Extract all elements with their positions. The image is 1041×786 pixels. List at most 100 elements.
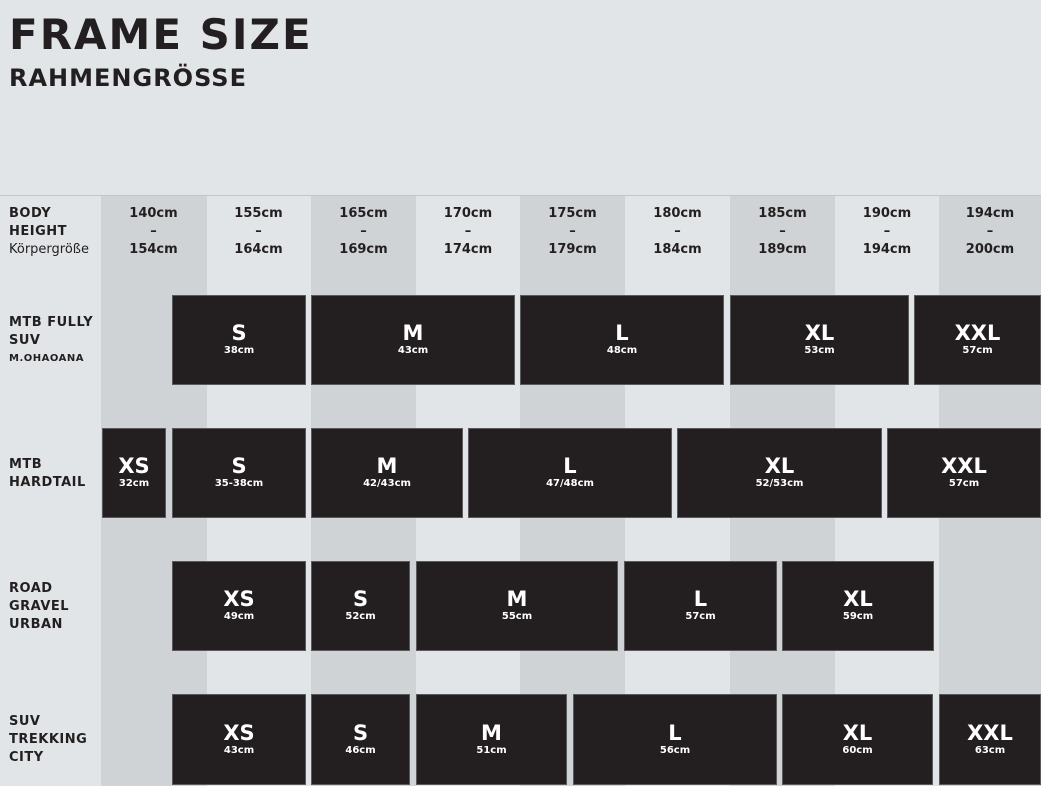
height-range-text: 180cm [653, 206, 702, 221]
size-label: L [693, 587, 708, 611]
height-range-text: – [779, 224, 786, 239]
height-range-text: 174cm [443, 242, 493, 257]
frame-length: 38cm [223, 345, 255, 356]
height-range-text: 185cm [758, 206, 807, 221]
height-range-text: 200cm [965, 242, 1015, 257]
row-label-suv: SUV TREKKING CITY [9, 713, 87, 767]
size-label: S [231, 454, 247, 478]
frame-size-block: L 56cm [573, 694, 777, 785]
height-range-cell: 170cm – 174cm [416, 205, 520, 259]
height-range-text: – [255, 224, 262, 239]
height-range-text: 194cm [862, 242, 912, 257]
size-label: L [615, 321, 629, 345]
frame-size-block: XL 60cm [782, 694, 933, 785]
label-line: HARDTAIL [9, 475, 86, 490]
frame-size-block: M 43cm [311, 295, 515, 385]
body-height-label: BODY HEIGHT Körpergröße [9, 205, 89, 259]
frame-size-block: XL 53cm [730, 295, 909, 385]
frame-length: 60cm [842, 744, 873, 756]
label-line: ROAD [9, 581, 53, 596]
label-line: GRAVEL [9, 599, 70, 614]
height-range-cell: 180cm – 184cm [625, 205, 730, 259]
label-line: TREKKING [9, 732, 88, 747]
frame-size-block: S 46cm [311, 694, 410, 785]
frame-length: 57cm [685, 611, 716, 622]
size-label: XS [223, 587, 255, 611]
size-label: XXL [967, 720, 1013, 745]
frame-length: 52cm [345, 611, 376, 622]
page-title: FRAME SIZE [9, 10, 313, 59]
height-range-text: 175cm [548, 206, 597, 221]
height-range-text: 190cm [862, 206, 912, 221]
label-line: SUV [9, 714, 41, 729]
height-range-text: 179cm [548, 242, 597, 257]
frame-size-block: L 48cm [520, 295, 724, 385]
row-label-mtb-fully: MTB FULLY SUV M.OHAOANA [9, 314, 93, 368]
height-range-text: 169cm [339, 242, 388, 257]
size-label: XL [764, 454, 795, 478]
size-label: XL [842, 720, 873, 745]
frame-length: 52/53cm [755, 478, 804, 489]
frame-size-block: XXL 57cm [914, 295, 1041, 385]
size-label: XS [223, 720, 255, 745]
height-range-cell: 175cm – 179cm [520, 205, 625, 259]
frame-length: 47/48cm [546, 478, 594, 489]
height-range-text: – [986, 224, 994, 239]
height-range-text: – [150, 224, 157, 239]
frame-length: 59cm [842, 611, 874, 622]
height-range-text: – [464, 224, 472, 239]
size-label: XXL [954, 321, 1001, 345]
divider [0, 195, 1041, 196]
height-range-cell: 190cm – 194cm [835, 205, 939, 259]
frame-size-block: XS 43cm [172, 694, 306, 785]
height-range-cell: 165cm – 169cm [311, 205, 416, 259]
height-range-text: 154cm [129, 242, 178, 257]
frame-size-block: XL 52/53cm [677, 428, 882, 518]
frame-length: 46cm [345, 744, 376, 756]
frame-size-block: L 57cm [624, 561, 777, 651]
height-range-text: – [360, 224, 367, 239]
size-label: S [352, 587, 369, 611]
frame-length: 53cm [804, 345, 835, 356]
frame-length: 57cm [962, 345, 993, 356]
label-line: SUV [9, 333, 41, 348]
frame-length: 43cm [223, 744, 255, 756]
height-range-text: – [883, 224, 891, 239]
frame-length: 48cm [606, 345, 638, 356]
size-label: L [668, 720, 682, 745]
frame-length: 35-38cm [214, 478, 264, 489]
height-range-cell: 155cm – 164cm [206, 205, 311, 259]
row-label-mtb-hardtail: MTB HARDTAIL [9, 456, 86, 492]
frame-length: 57cm [948, 478, 980, 489]
height-range-text: – [674, 224, 681, 239]
label-line: MTB FULLY [9, 315, 94, 330]
size-label: XXL [941, 454, 987, 478]
row-label-road: ROAD GRAVEL URBAN [9, 580, 69, 634]
label-line: HEIGHT [9, 224, 68, 239]
frame-size-block: S 52cm [311, 561, 410, 651]
size-label: M [481, 720, 502, 745]
height-range-text: 194cm [965, 206, 1015, 221]
height-range-text: 164cm [234, 242, 283, 257]
frame-size-block: M 55cm [416, 561, 618, 651]
frame-size-block: S 35-38cm [172, 428, 306, 518]
label-line: BODY [9, 206, 52, 221]
frame-length: 63cm [974, 744, 1006, 756]
height-range-text: 189cm [758, 242, 807, 257]
frame-size-block: S 38cm [172, 295, 306, 385]
frame-size-block: XS 49cm [172, 561, 306, 651]
page-subtitle: RAHMENGRÖSSE [9, 64, 247, 92]
frame-size-block: XXL 57cm [887, 428, 1041, 518]
size-label: M [402, 321, 424, 345]
size-label: M [376, 454, 398, 478]
height-range-text: 184cm [653, 242, 702, 257]
label-sub: M.OHAOANA [9, 353, 84, 364]
frame-length: 43cm [397, 345, 429, 356]
size-label: XL [843, 587, 873, 611]
size-label: M [506, 587, 528, 611]
frame-size-block: M 51cm [416, 694, 567, 785]
frame-length: 42/43cm [363, 478, 411, 489]
height-range-text: – [569, 224, 576, 239]
frame-length: 32cm [118, 478, 150, 489]
label-line: CITY [9, 750, 44, 765]
